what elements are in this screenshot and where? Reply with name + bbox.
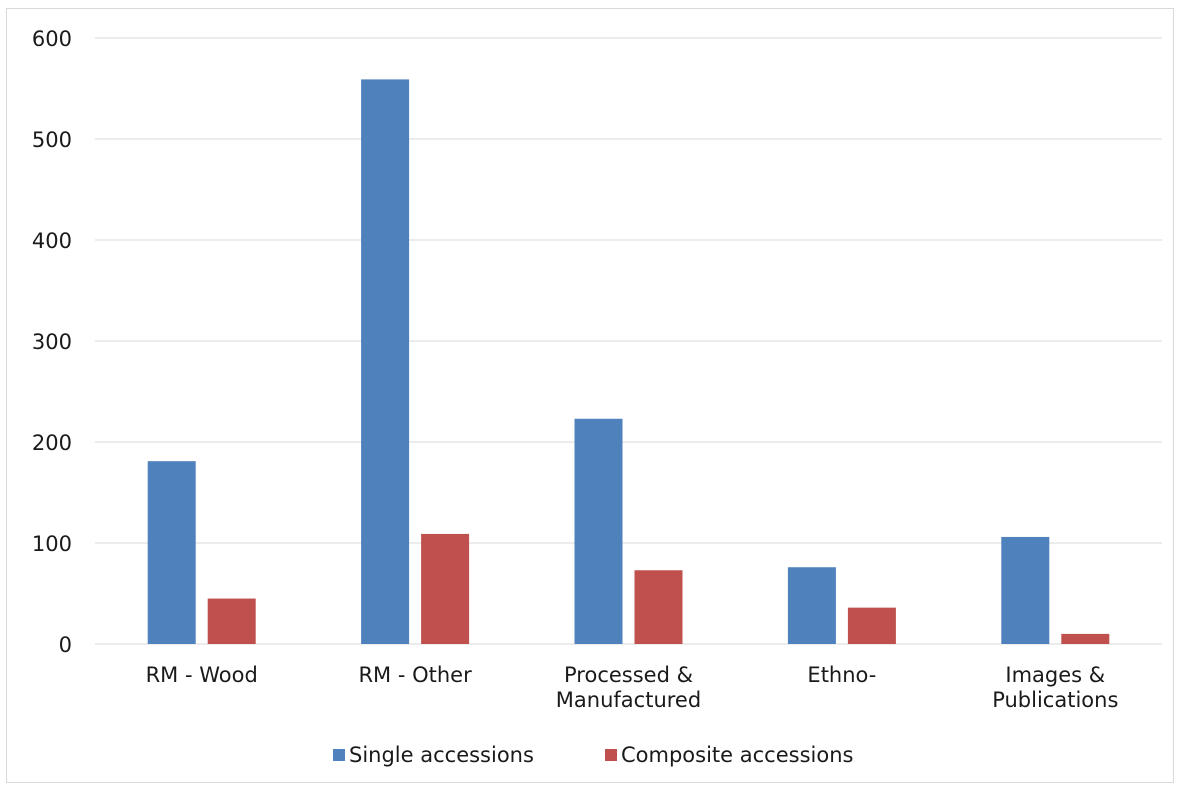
- bar-composite-2: [634, 570, 683, 644]
- x-tick-label: RM - Wood: [146, 663, 258, 687]
- bar-single-4: [1001, 536, 1050, 644]
- y-tick-label: 500: [32, 128, 72, 152]
- x-tick-label: Publications: [992, 688, 1118, 712]
- legend-label-composite: Composite accessions: [621, 743, 853, 767]
- x-tick-label: Images &: [1005, 663, 1105, 687]
- bar-composite-1: [421, 533, 470, 644]
- x-tick-label: Processed &: [564, 663, 693, 687]
- y-tick-label: 300: [32, 330, 72, 354]
- bar-single-3: [787, 567, 836, 644]
- y-tick-label: 100: [32, 532, 72, 556]
- bar-composite-0: [207, 598, 256, 644]
- legend-label-single: Single accessions: [349, 743, 534, 767]
- legend-swatch-single: [333, 749, 345, 761]
- bar-composite-4: [1061, 633, 1110, 644]
- y-tick-label: 0: [59, 633, 72, 657]
- bar-composite-3: [847, 607, 896, 644]
- y-tick-label: 600: [32, 27, 72, 51]
- x-tick-label: Ethno-: [807, 663, 876, 687]
- x-tick-label: RM - Other: [358, 663, 472, 687]
- legend-swatch-composite: [605, 749, 617, 761]
- bar-single-1: [361, 79, 410, 644]
- y-tick-label: 200: [32, 431, 72, 455]
- bar-single-0: [147, 461, 196, 644]
- chart-frame: [6, 8, 1174, 783]
- x-tick-label: Manufactured: [556, 688, 701, 712]
- y-tick-label: 400: [32, 229, 72, 253]
- bar-single-2: [574, 418, 623, 644]
